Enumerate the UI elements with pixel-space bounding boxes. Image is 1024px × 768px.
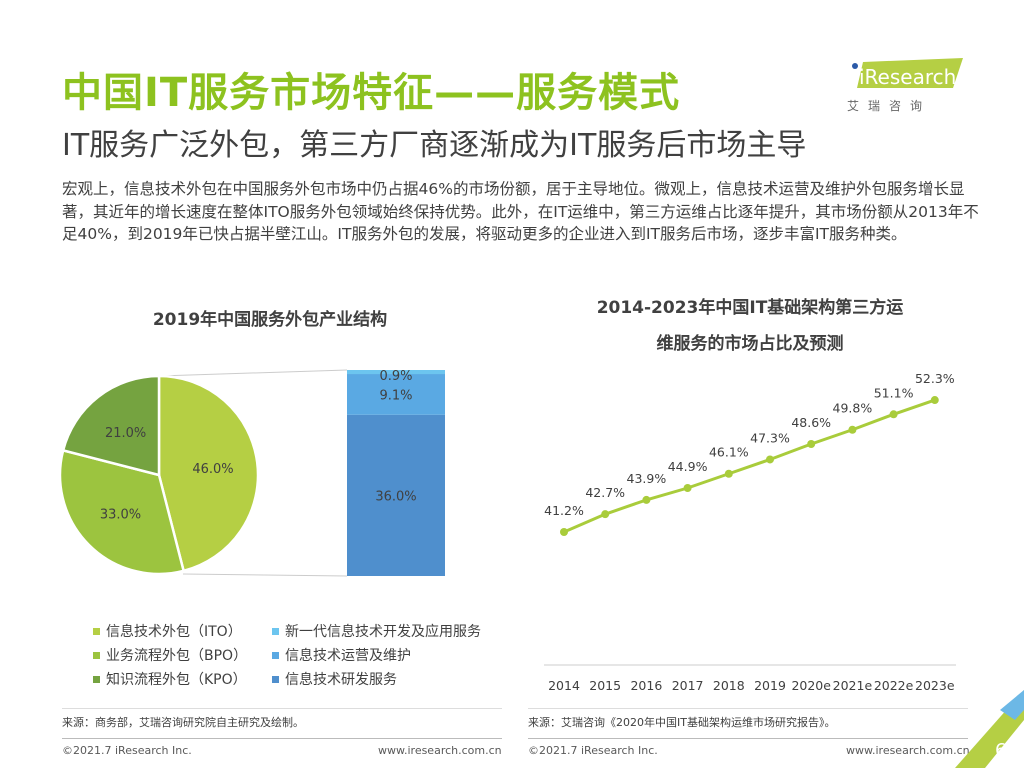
data-label: 51.1% [874, 385, 914, 400]
website-link[interactable]: www.iresearch.com.cn [378, 744, 502, 757]
line-chart-title: 2014-2023年中国IT基础架构第三方运 维服务的市场占比及预测 [540, 290, 960, 362]
iresearch-logo: iResearch 艾瑞咨询 [845, 52, 965, 113]
data-label: 52.3% [915, 371, 955, 386]
bar-data-label: 9.1% [379, 388, 412, 403]
legend-item: 知识流程外包（KPO） [93, 669, 247, 689]
bar-segment [347, 374, 445, 415]
copyright: ©2021.7 iResearch Inc. [62, 744, 192, 757]
legend-item: 信息技术运营及维护 [272, 645, 411, 665]
legend-item: 业务流程外包（BPO） [93, 645, 247, 665]
data-label: 46.1% [709, 445, 749, 460]
page-title: 中国IT服务市场特征——服务模式 [62, 70, 681, 116]
pie-slice [58, 448, 186, 576]
data-label: 47.3% [750, 430, 790, 445]
website-link[interactable]: www.iresearch.com.cn [846, 744, 970, 757]
logo-icon: iResearch 艾瑞咨询 [847, 58, 963, 113]
line-title-2: 维服务的市场占比及预测 [656, 334, 844, 354]
corner-decoration [955, 690, 1024, 768]
x-tick-label: 2020e [791, 678, 831, 693]
legend-item: 信息技术研发服务 [272, 669, 397, 689]
data-point [601, 510, 610, 519]
pie-data-label: 46.0% [192, 462, 233, 477]
data-point [930, 396, 939, 405]
page-subtitle: IT服务广泛外包，第三方厂商逐渐成为IT服务后市场主导 [62, 128, 807, 163]
bar-data-label: 36.0% [375, 489, 416, 504]
x-tick-label: 2015 [589, 678, 621, 693]
data-label: 42.7% [585, 485, 625, 500]
bar-data-label: 0.9% [379, 369, 412, 384]
pie-slice [61, 374, 161, 477]
legend-item: 信息技术外包（ITO） [93, 621, 242, 641]
data-point [766, 455, 774, 464]
data-point [807, 440, 816, 449]
data-label: 48.6% [791, 415, 831, 430]
svg-text:艾瑞咨询: 艾瑞咨询 [847, 98, 931, 112]
data-label: 44.9% [668, 459, 708, 474]
x-tick-label: 2014 [548, 678, 580, 693]
data-point [724, 469, 733, 478]
line-source: 来源：艾瑞咨询《2020年中国IT基础架构运维市场研究报告》。 [528, 716, 836, 729]
data-point [683, 484, 692, 493]
x-tick-label: 2021e [833, 678, 873, 693]
pie-chart-title: 2019年中国服务外包产业结构 [152, 310, 388, 330]
legend-item: 新一代信息技术开发及应用服务 [272, 621, 481, 641]
x-tick-label: 2018 [713, 678, 745, 693]
data-label: 43.9% [627, 471, 667, 486]
data-point [848, 425, 857, 434]
svg-text:iResearch: iResearch [859, 65, 956, 89]
pie-data-label: 21.0% [105, 426, 146, 441]
body-paragraph: 宏观上，信息技术外包在中国服务外包市场中仍占据46%的市场份额，居于主导地位。微… [62, 180, 979, 243]
connector-line [158, 369, 348, 377]
pie-data-label: 33.0% [100, 508, 141, 523]
x-tick-label: 2019 [754, 678, 786, 693]
page-number: 6 [995, 740, 1007, 761]
pie-chart: 46.0% 33.0% 21.0% 36.0% 9.1% 0.9% [58, 369, 445, 577]
pie-source: 来源：商务部，艾瑞咨询研究院自主研究及绘制。 [62, 716, 304, 729]
data-point [560, 528, 568, 536]
bar-segment [347, 414, 445, 576]
x-tick-label: 2016 [630, 678, 662, 693]
data-point [642, 495, 651, 504]
x-tick-label: 2023e [915, 678, 955, 693]
series-line [563, 398, 936, 534]
line-title-1: 2014-2023年中国IT基础架构第三方运 [596, 298, 904, 318]
connector-line [182, 573, 348, 577]
data-label: 41.2% [544, 503, 584, 518]
copyright: ©2021.7 iResearch Inc. [528, 744, 658, 757]
data-label: 49.8% [833, 401, 873, 416]
pie-slice [157, 374, 260, 573]
line-chart: 41.2% 2014 42.7% 2015 43.9% 2016 44.9% 2017 46.1… [544, 371, 956, 693]
x-tick-label: 2017 [672, 678, 704, 693]
data-point [889, 410, 898, 419]
bar-segment [347, 370, 445, 375]
x-tick-label: 2022e [874, 678, 914, 693]
